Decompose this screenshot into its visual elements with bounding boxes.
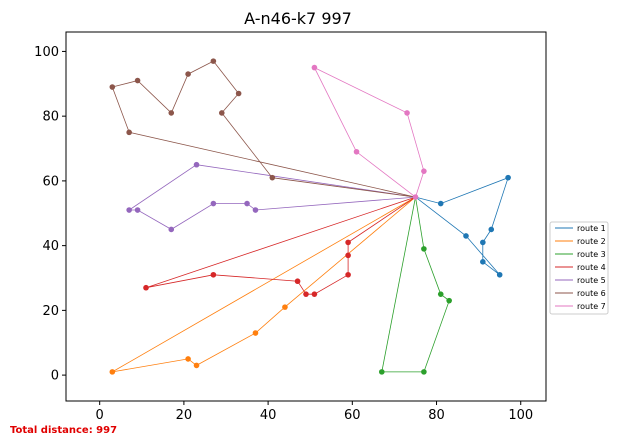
y-tick-label: 20 xyxy=(42,304,59,319)
axis-ticks: 0 20 40 60 80 100 0 20 40 60 80 100 xyxy=(34,45,533,423)
route-2 xyxy=(109,196,416,375)
y-tick-label: 80 xyxy=(42,110,59,125)
customer-point xyxy=(252,330,259,336)
route-1 xyxy=(415,174,511,278)
routes-layer xyxy=(109,58,511,375)
customer-point xyxy=(210,200,217,207)
customer-point xyxy=(193,161,200,168)
x-tick-label: 60 xyxy=(344,408,361,423)
legend-label: route 5 xyxy=(577,276,606,285)
y-tick-label: 40 xyxy=(42,239,59,254)
customer-point xyxy=(353,148,360,155)
customer-point xyxy=(505,174,511,181)
route-line xyxy=(127,164,416,230)
x-tick-label: 40 xyxy=(260,408,277,423)
customer-point xyxy=(210,271,217,278)
customer-point xyxy=(345,252,351,259)
route-7 xyxy=(311,64,427,198)
customer-point xyxy=(134,77,141,84)
customer-point xyxy=(437,291,444,297)
customer-point xyxy=(168,226,175,233)
customer-point xyxy=(311,64,318,71)
route-6 xyxy=(109,58,416,198)
customer-point xyxy=(109,369,116,375)
plot-frame xyxy=(65,31,547,402)
total-distance-label: Total distance: 997 xyxy=(10,425,117,436)
customer-point xyxy=(282,304,288,310)
customer-point xyxy=(446,297,452,304)
customer-point xyxy=(378,369,385,375)
customer-point xyxy=(496,271,503,278)
route-3 xyxy=(378,197,452,375)
legend-label: route 7 xyxy=(577,302,606,311)
customer-point xyxy=(345,271,351,278)
route-line xyxy=(112,196,416,373)
customer-point xyxy=(193,362,200,369)
customer-point xyxy=(294,278,301,285)
legend-label: route 1 xyxy=(577,224,606,233)
customer-point xyxy=(134,207,141,213)
route-line xyxy=(313,66,425,198)
customer-point xyxy=(303,291,309,297)
route-line xyxy=(145,196,416,295)
legend-box xyxy=(549,221,609,315)
customer-point xyxy=(185,71,191,77)
customer-point xyxy=(345,239,351,246)
route-4 xyxy=(143,196,416,297)
depot-point xyxy=(412,194,419,200)
customer-point xyxy=(126,207,132,213)
customer-point xyxy=(421,246,427,252)
customer-point xyxy=(143,284,149,291)
route-line xyxy=(111,60,416,198)
customer-point xyxy=(185,356,191,362)
customer-point xyxy=(269,174,276,181)
legend-label: route 3 xyxy=(577,250,606,259)
legend: route 1 route 2 route 3 route 4 route 5 route… xyxy=(549,221,609,315)
customer-point xyxy=(404,110,410,116)
x-tick-label: 0 xyxy=(96,408,104,423)
customer-point xyxy=(421,369,427,375)
customer-point xyxy=(488,226,495,233)
customer-point xyxy=(210,58,217,64)
customer-point xyxy=(218,110,225,116)
customer-point xyxy=(252,207,259,213)
route-line xyxy=(381,197,450,373)
x-tick-label: 80 xyxy=(428,408,445,423)
customer-point xyxy=(235,90,242,97)
y-tick-label: 100 xyxy=(34,45,59,60)
customer-point xyxy=(244,200,250,207)
route-line xyxy=(415,177,509,276)
customer-point xyxy=(480,259,486,265)
customer-point xyxy=(437,200,444,207)
x-tick-label: 20 xyxy=(176,408,193,423)
customer-point xyxy=(109,84,116,90)
route-5 xyxy=(126,161,416,233)
customer-point xyxy=(311,291,318,297)
customer-point xyxy=(480,239,486,246)
customer-point xyxy=(168,110,175,116)
customer-point xyxy=(421,168,427,174)
customer-point xyxy=(126,129,132,136)
y-tick-label: 0 xyxy=(51,369,59,384)
legend-label: route 4 xyxy=(577,263,606,272)
y-tick-label: 60 xyxy=(42,174,59,189)
legend-label: route 2 xyxy=(577,237,606,246)
legend-label: route 6 xyxy=(577,289,606,298)
x-tick-label: 100 xyxy=(508,408,533,423)
customer-point xyxy=(463,233,469,239)
chart-title: A-n46-k7 997 xyxy=(244,9,352,28)
